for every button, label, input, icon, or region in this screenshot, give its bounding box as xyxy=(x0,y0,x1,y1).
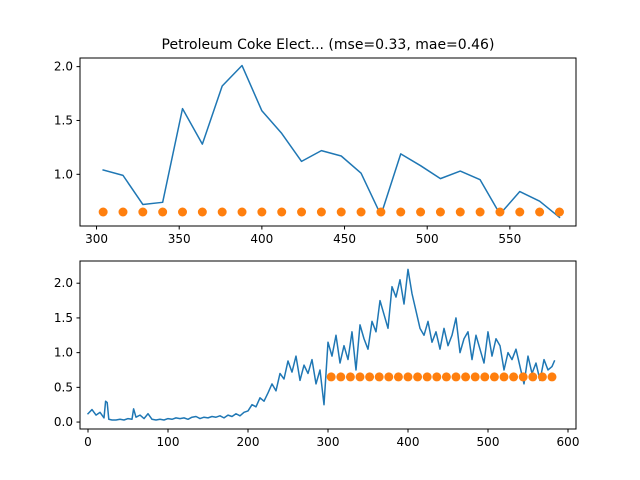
bottom-scatter-point xyxy=(518,372,528,382)
top-scatter-point xyxy=(98,207,108,217)
top-scatter-point xyxy=(336,207,346,217)
bottom-scatter-point xyxy=(365,372,375,382)
bottom-x-tick-label: 200 xyxy=(237,435,260,449)
bottom-x-tick-label: 300 xyxy=(317,435,340,449)
top-y-tick-label: 1.5 xyxy=(54,113,73,127)
bottom-scatter-point xyxy=(441,372,451,382)
bottom-scatter-point xyxy=(451,372,461,382)
top-scatter-point xyxy=(297,207,307,217)
bottom-y-tick-label: 0.5 xyxy=(54,380,73,394)
bottom-scatter-point xyxy=(509,372,519,382)
top-scatter-point xyxy=(138,207,148,217)
top-scatter-point xyxy=(118,207,128,217)
bottom-scatter-point xyxy=(403,372,413,382)
bottom-scatter-point xyxy=(413,372,423,382)
bottom-x-tick-label: 100 xyxy=(157,435,180,449)
bottom-scatter-point xyxy=(528,372,538,382)
bottom-scatter-point xyxy=(393,372,403,382)
top-scatter-point xyxy=(257,207,267,217)
bottom-scatter-point xyxy=(345,372,355,382)
bottom-y-tick-label: 1.0 xyxy=(54,346,73,360)
top-scatter-point xyxy=(197,207,207,217)
top-scatter-point xyxy=(178,207,188,217)
top-scatter-point xyxy=(237,207,247,217)
bottom-scatter-point xyxy=(355,372,365,382)
top-y-tick-label: 2.0 xyxy=(54,60,73,74)
bottom-y-tick-label: 1.5 xyxy=(54,311,73,325)
bottom-scatter-point xyxy=(480,372,490,382)
bottom-scatter-point xyxy=(384,372,394,382)
top-scatter-point xyxy=(535,207,545,217)
bottom-series-group xyxy=(86,268,557,421)
bottom-scatter-point xyxy=(537,372,547,382)
top-panel-title: Petroleum Coke Elect... (mse=0.33, mae=0… xyxy=(162,37,495,53)
top-scatter-point xyxy=(475,207,485,217)
bottom-scatter-point xyxy=(461,372,471,382)
bottom-line-series xyxy=(86,268,556,421)
top-scatter-point xyxy=(277,207,287,217)
bottom-scatter-point xyxy=(470,372,480,382)
bottom-scatter-point xyxy=(326,372,336,382)
bottom-x-tick-label: 600 xyxy=(557,435,580,449)
top-x-tick-label: 400 xyxy=(250,232,273,246)
bottom-scatter-point xyxy=(422,372,432,382)
top-scatter-point xyxy=(416,207,426,217)
top-x-tick-label: 450 xyxy=(333,232,356,246)
bottom-y-tick-label: 0.0 xyxy=(54,415,73,429)
top-scatter-point xyxy=(356,207,366,217)
bottom-panel-axes-frame xyxy=(79,260,577,430)
bottom-panel-plot-area: 0 100 200 300 400 500 600 0.0 0.5 1.0 1.5 2.0 xyxy=(54,268,580,449)
top-scatter-point xyxy=(316,207,326,217)
bottom-x-tick-label: 400 xyxy=(397,435,420,449)
top-panel-plot-area: 300 350 400 450 500 550 1.0 1.5 2.0 xyxy=(54,60,564,246)
bottom-scatter-point xyxy=(499,372,509,382)
top-x-tick-label: 550 xyxy=(498,232,521,246)
top-panel-axes-frame xyxy=(79,57,577,227)
top-x-tick-label: 300 xyxy=(85,232,108,246)
top-scatter-point xyxy=(515,207,525,217)
top-scatter-point xyxy=(455,207,465,217)
bottom-scatter-point xyxy=(432,372,442,382)
top-x-tick-label: 350 xyxy=(168,232,191,246)
bottom-scatter-point xyxy=(489,372,499,382)
top-scatter-point xyxy=(376,207,386,217)
bottom-scatter-point xyxy=(374,372,384,382)
bottom-y-tick-label: 2.0 xyxy=(54,276,73,290)
top-x-tick-label: 500 xyxy=(416,232,439,246)
top-scatter-point xyxy=(495,207,505,217)
top-series-group xyxy=(98,64,564,219)
top-y-tick-label: 1.0 xyxy=(54,167,73,181)
bottom-x-tick-label: 0 xyxy=(84,435,92,449)
bottom-panel: 0 100 200 300 400 500 600 0.0 0.5 1.0 1.5 2.0 xyxy=(54,260,580,449)
bottom-scatter-point xyxy=(547,372,557,382)
top-scatter-point xyxy=(396,207,406,217)
top-scatter-point xyxy=(158,207,168,217)
bottom-scatter-point xyxy=(336,372,346,382)
top-line-series xyxy=(102,64,561,219)
bottom-x-tick-label: 500 xyxy=(477,435,500,449)
top-scatter-point xyxy=(554,207,564,217)
top-scatter-point xyxy=(435,207,445,217)
top-scatter-point xyxy=(217,207,227,217)
top-panel: Petroleum Coke Elect... (mse=0.33, mae=0… xyxy=(54,37,577,246)
